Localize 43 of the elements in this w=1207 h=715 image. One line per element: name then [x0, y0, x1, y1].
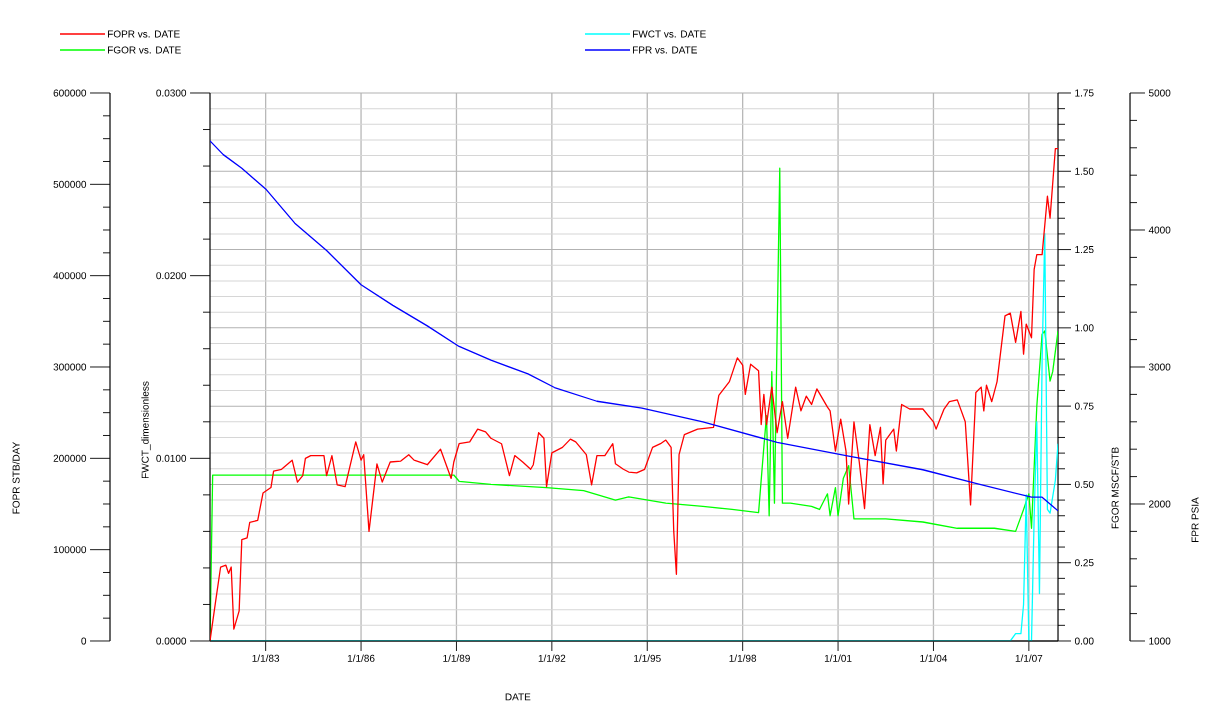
- y3-axis-title: FGOR MSCF/STB: [1111, 447, 1119, 529]
- y3-tick-label: 0.00: [1074, 637, 1094, 645]
- y2-axis-title: FWCT_dimensionless: [141, 381, 151, 479]
- y-tick-label: 1000: [1149, 637, 1171, 645]
- y-tick-label: 5000: [1148, 89, 1171, 97]
- y3-tick-label: 1.75: [1075, 89, 1094, 97]
- line-series: [210, 140, 1059, 512]
- y-tick-label: 3000: [1148, 363, 1171, 371]
- y-tick-label: 100000: [53, 546, 87, 554]
- y-tick-label: 4000: [1148, 226, 1171, 234]
- y-tick-label: 300000: [53, 363, 87, 371]
- x-axis-title: DATE: [505, 693, 531, 701]
- x-tick-label: 1/1/98: [729, 654, 757, 662]
- x-tick-label: 1/1/07: [1015, 654, 1043, 662]
- y3-tick-label: 1.25: [1075, 246, 1094, 254]
- x-tick-label: 1/1/89: [443, 654, 470, 662]
- y-tick-label: 400000: [53, 272, 87, 280]
- x-tick-label: 1/1/83: [252, 654, 280, 662]
- y3-tick-label: 0.50: [1074, 480, 1094, 488]
- x-tick-label: 1/1/01: [824, 654, 852, 662]
- x-tick-label: 1/1/04: [920, 654, 948, 662]
- legend-label: FPR vs. DATE: [633, 46, 697, 54]
- y-tick-label: 2000: [1149, 500, 1171, 508]
- y3-tick-label: 1.00: [1075, 324, 1094, 332]
- y3-tick-label: 0.25: [1074, 559, 1094, 567]
- y-tick-label: 0: [81, 637, 87, 645]
- x-tick-label: 1/1/92: [538, 654, 566, 662]
- y-tick-label: 500000: [53, 180, 87, 188]
- legend-label: FWCT vs. DATE: [633, 30, 706, 38]
- legend-label: FGOR vs. DATE: [108, 46, 181, 54]
- y-axis-title: FPR PSIA: [1191, 497, 1199, 542]
- y2-tick-label: 0.0300: [156, 89, 187, 97]
- y2-tick-label: 0.0100: [156, 454, 187, 462]
- y3-tick-label: 0.75: [1074, 402, 1094, 410]
- y2-tick-label: 0.0200: [156, 272, 187, 280]
- y-axis-title: FOPR STB/DAY: [12, 441, 20, 514]
- y-tick-label: 600000: [53, 89, 87, 97]
- x-tick-label: 1/1/95: [634, 654, 661, 662]
- y3-tick-label: 1.50: [1075, 167, 1094, 175]
- x-tick-label: 1/1/86: [347, 654, 375, 662]
- y2-tick-label: 0.0000: [156, 637, 187, 645]
- y-tick-label: 200000: [53, 454, 87, 462]
- legend-label: FOPR vs. DATE: [108, 30, 180, 38]
